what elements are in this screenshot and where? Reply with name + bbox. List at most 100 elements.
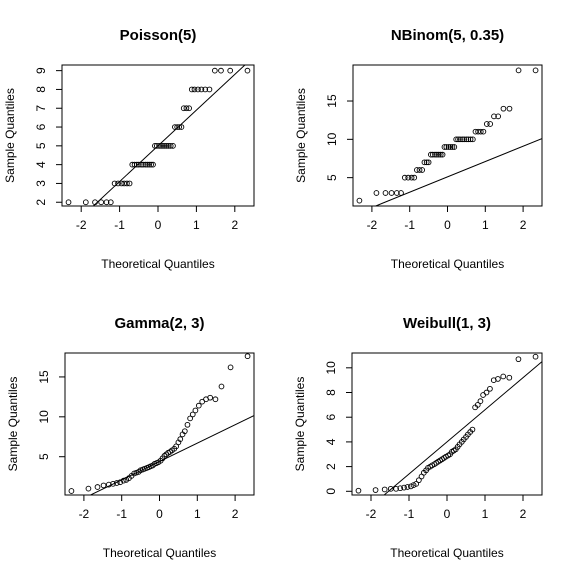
data-point xyxy=(451,144,458,150)
data-point xyxy=(434,151,440,158)
data-point xyxy=(144,161,151,168)
data-point xyxy=(461,136,467,143)
qq-reference-line xyxy=(383,361,542,495)
data-point xyxy=(227,67,234,74)
y-tick-label: 2 xyxy=(324,463,338,470)
data-point xyxy=(423,159,430,166)
data-point xyxy=(167,142,174,149)
chart-title: Gamma(2, 3) xyxy=(114,315,204,332)
data-point xyxy=(475,128,481,135)
data-point xyxy=(373,190,380,196)
data-point xyxy=(532,67,539,74)
x-axis-label: Theoretical Quantiles xyxy=(103,546,216,560)
data-point xyxy=(165,142,172,149)
chart-title: Weibull(1, 3) xyxy=(403,315,491,332)
data-point xyxy=(500,105,507,112)
data-point xyxy=(408,174,415,181)
plot-frame xyxy=(351,352,543,496)
data-point xyxy=(410,482,417,488)
x-tick-label: 1 xyxy=(193,218,200,232)
data-point xyxy=(117,479,124,486)
plot-frame xyxy=(352,64,543,207)
data-point xyxy=(82,199,89,206)
data-point xyxy=(68,488,75,494)
data-point xyxy=(198,86,205,93)
data-point xyxy=(457,136,463,143)
data-point xyxy=(474,402,481,408)
data-point xyxy=(131,161,138,168)
data-point xyxy=(483,121,490,127)
x-axis-label: Theoretical Quantiles xyxy=(101,257,214,271)
data-point xyxy=(92,199,98,206)
data-point xyxy=(405,174,412,181)
data-point xyxy=(428,151,434,158)
data-point xyxy=(172,124,178,130)
data-point xyxy=(184,421,191,428)
data-point xyxy=(142,161,149,168)
data-point xyxy=(174,124,181,130)
data-point xyxy=(140,161,146,168)
y-tick-label: 8 xyxy=(324,389,338,396)
data-point xyxy=(388,190,395,196)
data-point xyxy=(244,353,251,360)
x-tick-label: 0 xyxy=(444,218,451,232)
y-tick-label: 0 xyxy=(324,488,338,495)
x-tick-label: 1 xyxy=(482,507,489,521)
data-point xyxy=(491,113,497,120)
data-point xyxy=(148,161,154,168)
data-point xyxy=(411,174,418,181)
x-tick-label: -2 xyxy=(366,507,377,521)
data-point xyxy=(212,396,219,403)
data-point xyxy=(387,485,394,492)
y-tick-label: 5 xyxy=(37,453,51,460)
data-point xyxy=(107,199,114,206)
panel-nbinom: NBinom(5, 0.35) Theoretical Quantiles Samp… xyxy=(294,27,543,271)
data-point xyxy=(162,142,168,149)
data-point xyxy=(515,67,522,74)
x-tick-label: 0 xyxy=(155,218,162,232)
y-tick-label: 10 xyxy=(325,132,339,146)
data-point xyxy=(429,151,436,158)
data-point xyxy=(401,174,408,181)
data-point xyxy=(416,477,422,484)
x-tick-label: -2 xyxy=(367,218,378,232)
data-point xyxy=(150,161,156,168)
data-point xyxy=(532,353,539,360)
data-point xyxy=(372,487,379,493)
x-tick-label: -1 xyxy=(404,218,415,232)
data-point xyxy=(469,426,476,433)
y-tick-label: 5 xyxy=(325,174,339,181)
data-point xyxy=(120,477,127,484)
x-tick-label: 2 xyxy=(520,218,527,232)
y-tick-label: 3 xyxy=(34,180,48,187)
data-point xyxy=(124,180,130,187)
data-point xyxy=(126,180,133,187)
y-tick-label: 10 xyxy=(324,361,338,375)
y-tick-label: 8 xyxy=(34,86,48,93)
data-point xyxy=(115,180,121,187)
data-point xyxy=(443,144,450,150)
x-tick-label: -2 xyxy=(76,218,87,232)
x-tick-label: 1 xyxy=(194,507,201,521)
data-point xyxy=(110,480,116,487)
data-point xyxy=(111,180,118,187)
x-tick-label: 0 xyxy=(156,507,163,521)
data-point xyxy=(207,394,214,401)
data-point xyxy=(211,67,218,74)
data-point xyxy=(98,199,105,206)
y-tick-label: 2 xyxy=(34,199,48,206)
data-point xyxy=(206,86,213,93)
x-tick-label: 2 xyxy=(232,507,239,521)
data-point xyxy=(449,144,456,150)
data-point xyxy=(170,142,176,149)
x-axis-label: Theoretical Quantiles xyxy=(391,257,504,271)
data-point xyxy=(425,159,432,166)
data-point xyxy=(421,159,428,166)
data-point xyxy=(487,121,494,127)
data-point xyxy=(152,142,158,149)
data-point xyxy=(178,124,185,130)
data-point xyxy=(188,86,195,93)
data-point xyxy=(445,144,452,150)
data-point xyxy=(435,151,442,158)
